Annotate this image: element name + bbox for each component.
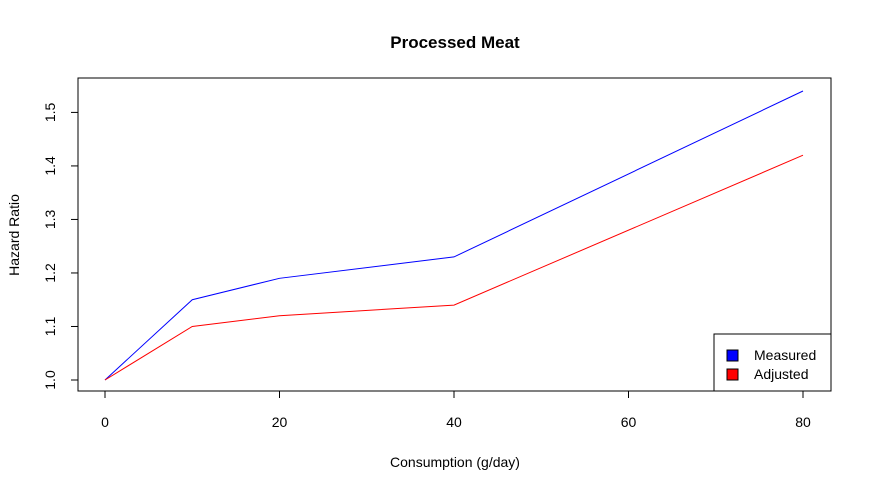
- x-axis-label: Consumption (g/day): [390, 454, 520, 470]
- y-tick-label: 1.4: [42, 156, 58, 176]
- y-tick-label: 1.5: [42, 102, 58, 122]
- legend-swatch-adjusted: [726, 368, 739, 381]
- y-tick-label: 1.3: [42, 210, 58, 230]
- legend: Measured Adjusted: [713, 333, 832, 392]
- x-tick-label: 60: [621, 414, 637, 430]
- x-tick-label: 20: [272, 414, 288, 430]
- x-tick-label: 80: [795, 414, 811, 430]
- legend-label-adjusted: Adjusted: [754, 366, 808, 382]
- legend-label-measured: Measured: [754, 347, 816, 363]
- y-axis: 1.0 1.1 1.2 1.3 1.4 1.5: [42, 102, 79, 390]
- legend-swatch-measured: [726, 349, 739, 362]
- series-line-adjusted: [104, 154, 804, 381]
- y-tick-label: 1.1: [42, 317, 58, 337]
- x-axis: 0 20 40 60 80: [101, 390, 811, 430]
- y-axis-label: Hazard Ratio: [6, 194, 22, 276]
- y-tick-label: 1.0: [42, 370, 58, 390]
- legend-box: [713, 333, 832, 392]
- series-line-measured: [104, 90, 804, 381]
- y-tick-label: 1.2: [42, 263, 58, 283]
- x-tick-label: 40: [446, 414, 462, 430]
- series-layer: [104, 90, 804, 381]
- x-tick-label: 0: [101, 414, 109, 430]
- chart-title: Processed Meat: [390, 33, 520, 52]
